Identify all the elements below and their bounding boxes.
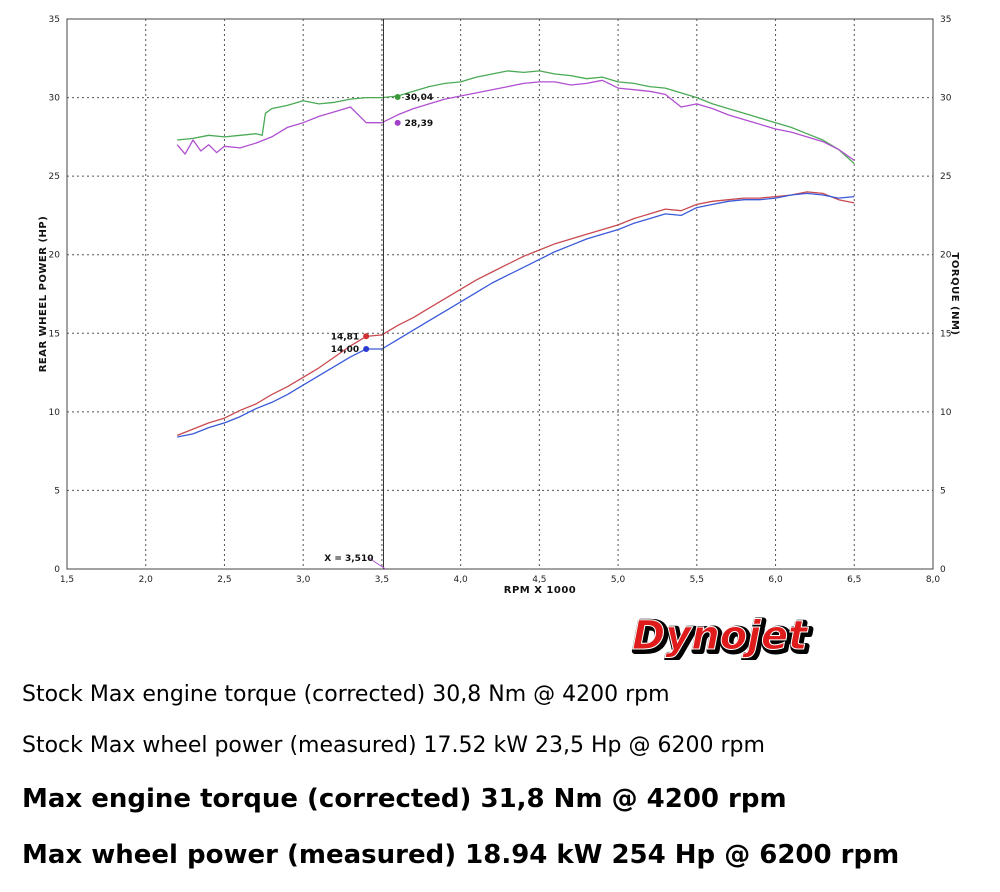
- series-line-1: [177, 70, 855, 165]
- annotation-marker: [394, 93, 401, 100]
- series-layer: [176, 70, 855, 438]
- x-tick-label: 6,0: [768, 575, 783, 585]
- y-right-tick-label: 15: [940, 329, 951, 339]
- y-left-tick-label: 25: [49, 172, 60, 182]
- dynojet-logo-shadow: Dynojet: [634, 615, 811, 660]
- y-left-tick-label: 15: [49, 329, 60, 339]
- max-power-line: Max wheel power (measured) 18.94 kW 254 …: [22, 840, 900, 870]
- series-line-2: [176, 79, 855, 161]
- stock-power-line: Stock Max wheel power (measured) 17.52 k…: [22, 733, 765, 758]
- annotation-label: 30,04: [405, 93, 433, 103]
- max-torque-line: Max engine torque (corrected) 31,8 Nm @ …: [22, 784, 787, 814]
- annotation-marker: [394, 119, 401, 126]
- y-left-tick-label: 10: [49, 408, 61, 418]
- annotation-marker: [363, 346, 370, 352]
- y-left-tick-label: 20: [49, 251, 61, 261]
- x-tick-label: 2,5: [217, 575, 231, 585]
- x-axis-title: RPM X 1000: [504, 585, 577, 596]
- rpm-cursor-pointer: [367, 556, 386, 570]
- series-line-4: [177, 192, 855, 438]
- y-right-tick-label: 5: [940, 486, 946, 496]
- x-tick-labels: 1,5 2,0 2,5 3,0 3,5 4,0 4,5 5,0 5,5 6,0 6,5 8,0: [60, 575, 941, 585]
- grid: [67, 19, 933, 569]
- dyno-chart: 1,5 2,0 2,5 3,0 3,5 4,0 4,5 5,0 5,5 6,0 6,5 8,0 0 5 1…: [38, 15, 960, 596]
- dynojet-logo: Dynojet Dynojet: [631, 612, 814, 660]
- y-right-tick-label: 20: [940, 251, 952, 261]
- stock-torque-line: Stock Max engine torque (corrected) 30,8…: [22, 682, 670, 707]
- y-right-tick-label: 30: [940, 94, 952, 104]
- x-tick-label: 2,0: [139, 575, 154, 585]
- y-left-axis-title: REAR WHEEL POWER (HP): [38, 216, 49, 373]
- y-right-tick-label: 0: [940, 565, 946, 575]
- y-left-tick-label: 0: [54, 565, 60, 575]
- annotation-label: 28,39: [405, 119, 433, 129]
- plot-area: [66, 18, 934, 570]
- x-tick-label: 1,5: [60, 575, 74, 585]
- y-left-tick-label: 5: [54, 486, 60, 496]
- series-line-3: [176, 191, 855, 437]
- x-tick-label: 3,0: [296, 575, 311, 585]
- x-tick-label: 4,0: [453, 575, 468, 585]
- x-tick-label: 5,0: [611, 575, 626, 585]
- x-tick-label: 8,0: [926, 575, 941, 585]
- rpm-cursor-label: X = 3,510: [324, 554, 373, 564]
- y-right-tick-label: 35: [940, 15, 951, 25]
- annotation-label: 14,00: [331, 345, 359, 355]
- x-tick-label: 3,5: [375, 575, 389, 585]
- annotation-layer: 30,04 28,39 14,81 14,00: [331, 93, 433, 355]
- x-tick-label: 6,5: [847, 575, 861, 585]
- x-tick-label: 4,5: [532, 575, 546, 585]
- y-right-tick-label: 10: [940, 408, 952, 418]
- y-left-tick-label: 35: [49, 15, 60, 25]
- y-right-tick-labels: 0 5 10 15 20 25 30 35: [940, 15, 952, 575]
- x-tick-label: 5,5: [690, 575, 704, 585]
- annotation-marker: [363, 333, 370, 340]
- y-left-tick-label: 30: [49, 94, 61, 104]
- y-right-tick-label: 25: [940, 172, 951, 182]
- dynojet-logo-text: Dynojet: [632, 613, 809, 659]
- annotation-label: 14,81: [331, 332, 359, 342]
- y-right-axis-title: TORQUE (NM): [949, 253, 960, 336]
- y-left-tick-labels: 0 5 10 15 20 25 30 35: [49, 15, 61, 575]
